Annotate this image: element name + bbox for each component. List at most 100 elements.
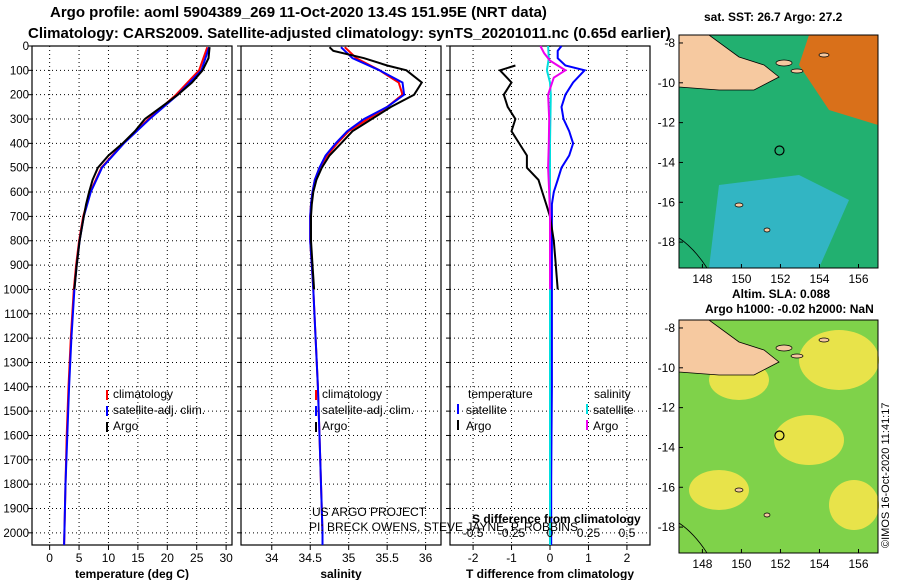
x-tick-label: 2	[624, 551, 631, 565]
lat-tick-label: -16	[658, 195, 676, 209]
plot-frame	[240, 45, 442, 546]
land-new-guinea	[678, 34, 780, 91]
coastline	[678, 522, 708, 554]
sla-map: 148 150 152 154 156 -8 -10 -12 -14 -16 -18	[658, 319, 879, 571]
island	[790, 68, 804, 74]
island	[818, 337, 830, 343]
y-tick-label: 1300	[3, 357, 29, 369]
x-tick-label: 35.5	[375, 551, 399, 565]
x-tick-label: -2	[468, 551, 479, 565]
lon-tick-label: 148	[692, 272, 712, 286]
y-tick-label: 1800	[3, 479, 29, 491]
y-tick-label: 400	[10, 138, 29, 150]
project-annotation: US ARGO PROJECT	[312, 505, 427, 519]
lat-tick-label: -12	[658, 116, 676, 130]
lat-tick-label: -16	[658, 480, 676, 494]
argo-float-marker	[774, 430, 785, 441]
x-tick-label: 30	[219, 551, 233, 565]
lat-tick-label: -18	[658, 235, 676, 249]
island	[763, 512, 771, 518]
plot-title-line2: Climatology: CARS2009. Satellite-adjuste…	[28, 25, 671, 42]
map-frame	[678, 34, 879, 269]
x2-tick-label: 0.5	[619, 526, 636, 540]
y-tick-label: 1000	[3, 284, 29, 296]
island	[818, 52, 830, 58]
sla-high-anomaly	[774, 415, 844, 465]
lat-tick-label: -18	[658, 520, 676, 534]
x-tick-label: 20	[161, 551, 175, 565]
series-line-argo	[73, 47, 211, 290]
x-axis-label: T difference from climatology	[466, 567, 634, 580]
legend-salinity-title: salinity	[594, 387, 631, 401]
lat-tick-label: -14	[658, 440, 676, 454]
coastline	[678, 237, 708, 269]
x-tick-label: 10	[102, 551, 116, 565]
sst-map: 148 150 152 154 156 -8 -10 -12 -14 -16 -18	[658, 34, 879, 286]
island	[763, 227, 771, 233]
x-tick-label: 35	[342, 551, 356, 565]
lon-tick-label: 148	[692, 557, 712, 571]
island	[734, 487, 744, 493]
legend-label: climatology	[322, 387, 382, 401]
sla-map-title-line1: Altim. SLA: 0.088	[732, 287, 831, 301]
legend-label: Argo	[466, 419, 492, 433]
x-tick-label: -1	[506, 551, 517, 565]
series-line-argo	[310, 46, 424, 290]
legend-label: satellite	[593, 403, 634, 417]
island	[775, 59, 793, 67]
lat-tick-label: -8	[664, 321, 675, 335]
lon-tick-label: 152	[770, 557, 790, 571]
argo-float-marker	[774, 145, 785, 156]
x2-tick-label: -0.25	[498, 526, 526, 540]
difference-profile: -2 -1 0 1 2 T difference from climatology	[446, 45, 651, 580]
pi-annotation: PI: BRECK OWENS, STEVE JAYNE, P. ROBBINS	[309, 520, 578, 534]
lon-tick-label: 150	[731, 557, 751, 571]
plot-title-line1: Argo profile: aoml 5904389_269 11-Oct-20…	[50, 4, 547, 21]
plot-frame	[31, 45, 233, 546]
y-tick-label: 900	[10, 260, 29, 272]
island	[790, 353, 804, 359]
legend-label: climatology	[113, 387, 173, 401]
lon-tick-label: 150	[731, 272, 751, 286]
y-tick-label: 1200	[3, 333, 29, 345]
y-tick-label: 1400	[3, 382, 29, 394]
legend-temperature-title: temperature	[468, 387, 533, 401]
x-axis-label: salinity	[320, 567, 362, 580]
y-tick-label: 0	[23, 41, 29, 53]
x2-tick-label: 0.25	[577, 526, 601, 540]
lat-tick-label: -10	[658, 76, 676, 90]
lon-tick-label: 154	[809, 272, 829, 286]
cool-sst-region	[709, 175, 849, 268]
series-line-temperature-satellite	[550, 45, 587, 545]
x-tick-label: 25	[190, 551, 204, 565]
lat-tick-label: -14	[658, 155, 676, 169]
y-tick-label: 300	[10, 114, 29, 126]
x-tick-label: 15	[131, 551, 145, 565]
warm-sst-region	[799, 35, 878, 125]
x-tick-label: 34	[265, 551, 279, 565]
y-tick-label: 1500	[3, 406, 29, 418]
y-tick-label: 2000	[3, 528, 29, 540]
legend-label: Argo	[322, 419, 348, 433]
lat-tick-label: -12	[658, 401, 676, 415]
x-tick-label: 0	[547, 551, 554, 565]
y-tick-label: 100	[10, 65, 29, 77]
legend-label: satellite-adj. clim.	[113, 403, 205, 417]
y-tick-label: 600	[10, 187, 29, 199]
x-tick-label: 36	[419, 551, 433, 565]
series-line-salinity-argo	[539, 45, 568, 290]
legend-label: satellite	[466, 403, 507, 417]
sla-map-title-line2: Argo h1000: -0.02 h2000: NaN	[705, 302, 874, 316]
x-tick-label: 34.5	[299, 551, 323, 565]
sla-high-anomaly	[829, 480, 879, 530]
legend-label: Argo	[593, 419, 619, 433]
lat-tick-label: -8	[664, 36, 675, 50]
island	[734, 202, 744, 208]
y-tick-label: 500	[10, 163, 29, 175]
y-tick-label: 700	[10, 211, 29, 223]
lon-tick-label: 154	[809, 557, 829, 571]
sla-high-anomaly	[799, 330, 879, 390]
legend-label: satellite-adj. clim.	[322, 403, 414, 417]
